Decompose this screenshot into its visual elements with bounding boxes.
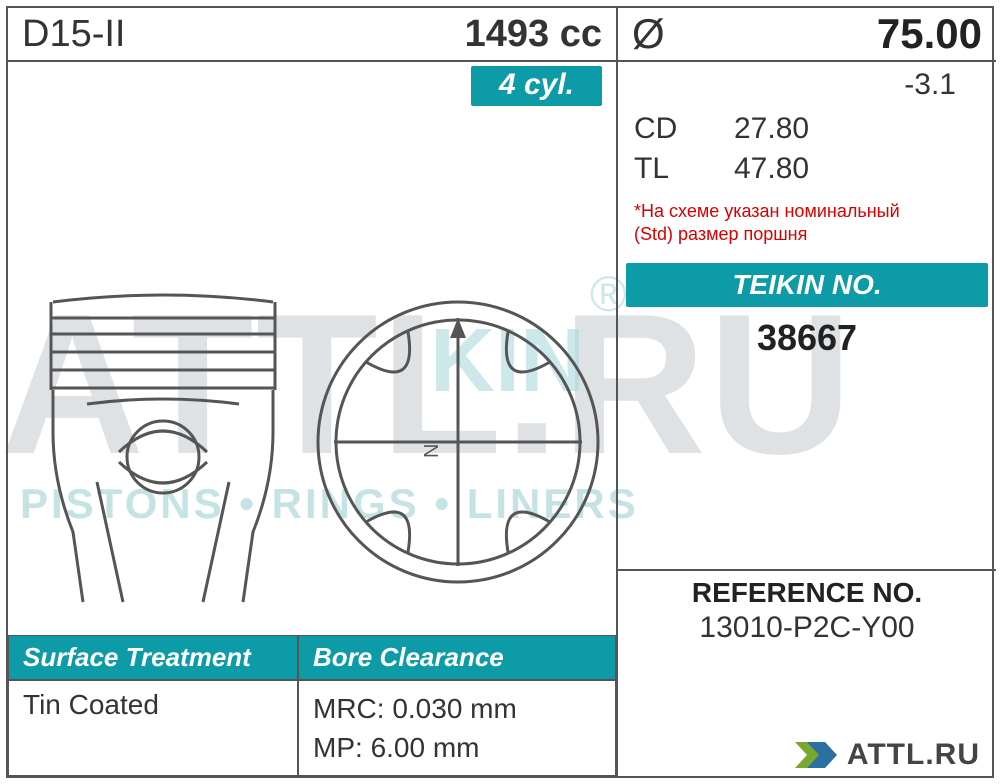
- mp-label: MP:: [313, 732, 363, 763]
- note-line1: *На схеме указан номинальный: [634, 201, 900, 221]
- engine-code: D15-II: [22, 13, 125, 56]
- table-header-surface: Surface Treatment: [8, 635, 298, 680]
- mp-value: 6.00 mm: [371, 732, 480, 763]
- bore-row: Ø 75.00: [618, 8, 996, 62]
- piston-diagram: N: [8, 212, 618, 702]
- offset-value: -3.1: [618, 68, 996, 102]
- teikin-header: TEIKIN NO.: [626, 263, 988, 307]
- cylinder-badge: 4 cyl.: [471, 66, 602, 106]
- left-column: D15-II 1493 cc 4 cyl.: [8, 8, 618, 776]
- header-row-left: D15-II 1493 cc: [8, 8, 616, 62]
- tl-label: TL: [634, 152, 684, 186]
- right-column: Ø 75.00 -3.1 CD 27.80 TL 47.80 *На схеме…: [618, 8, 996, 776]
- reference-header: REFERENCE NO.: [618, 577, 996, 609]
- table-header-bore: Bore Clearance: [298, 635, 616, 680]
- dimension-table: CD 27.80 TL 47.80: [618, 112, 996, 186]
- footer-logo: ATTL.RU: [795, 738, 980, 772]
- footer-text: ATTL.RU: [847, 738, 980, 772]
- cd-value: 27.80: [734, 112, 809, 146]
- note-text: *На схеме указан номинальный (Std) разме…: [618, 200, 996, 245]
- reference-number: 13010-P2C-Y00: [618, 611, 996, 645]
- tl-value: 47.80: [734, 152, 809, 186]
- cd-label: CD: [634, 112, 684, 146]
- mrc-value: 0.030 mm: [392, 693, 517, 724]
- surface-treatment-value: Tin Coated: [8, 680, 298, 776]
- chevron-icon: [795, 738, 837, 772]
- right-divider: [618, 569, 996, 571]
- bore-value: 75.00: [877, 10, 982, 58]
- spec-table: Surface Treatment Bore Clearance Tin Coa…: [8, 635, 616, 776]
- teikin-number: 38667: [618, 317, 996, 359]
- diameter-icon: Ø: [632, 10, 665, 58]
- svg-text:N: N: [421, 444, 443, 458]
- card-frame: D15-II 1493 cc 4 cyl.: [6, 6, 994, 778]
- cylinder-row: 4 cyl.: [8, 62, 616, 110]
- note-line2: (Std) размер поршня: [634, 224, 807, 244]
- mrc-label: MRC:: [313, 693, 385, 724]
- bore-clearance-cell: MRC: 0.030 mm MP: 6.00 mm: [298, 680, 616, 776]
- displacement: 1493 cc: [465, 13, 602, 56]
